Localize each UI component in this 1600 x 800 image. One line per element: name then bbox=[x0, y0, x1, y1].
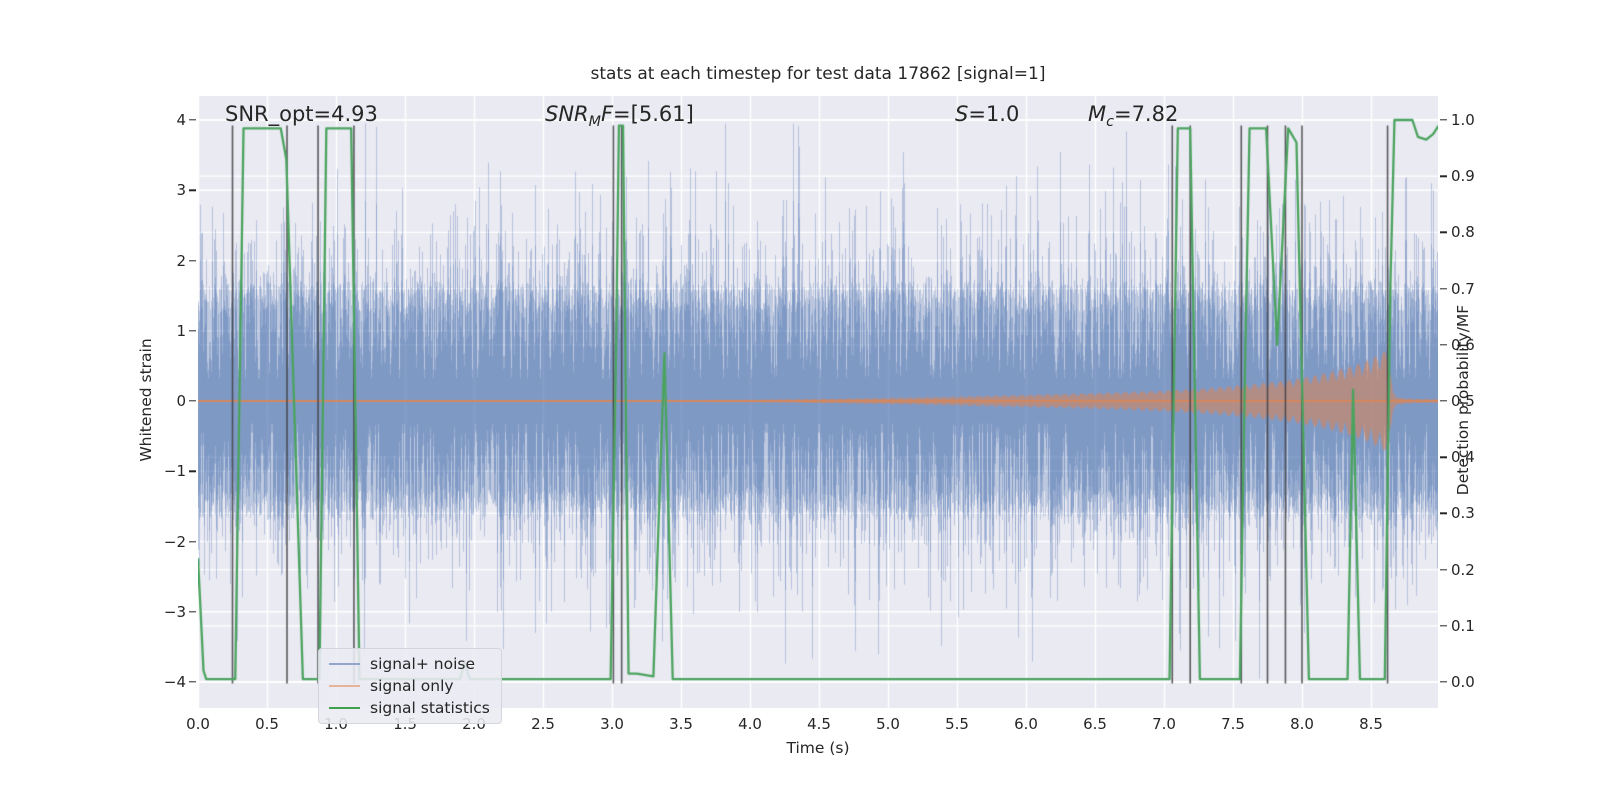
tick-mark bbox=[1440, 287, 1447, 290]
tick-mark bbox=[1440, 119, 1447, 121]
left-tick-label: −3 bbox=[163, 602, 186, 621]
right-tick-label: 0.5 bbox=[1451, 392, 1475, 410]
x-tick-label: 0.0 bbox=[186, 715, 210, 733]
annotation-snr-opt: SNR_opt=4.93 bbox=[225, 102, 378, 126]
left-axis-label: Whitened strain bbox=[137, 338, 155, 462]
legend: signal+ noise signal only signal statist… bbox=[318, 648, 502, 724]
annotation-snr-mf-mid: F bbox=[600, 102, 614, 126]
right-tick-label: 0.3 bbox=[1451, 504, 1475, 523]
tick-mark bbox=[189, 259, 196, 262]
annotation-s: S=1.0 bbox=[955, 102, 1019, 126]
left-tick-label: 1 bbox=[176, 321, 186, 340]
legend-item-signal-only: signal only bbox=[329, 676, 490, 695]
left-tick-label: 4 bbox=[176, 111, 186, 129]
x-tick-label: 7.5 bbox=[1221, 715, 1245, 733]
tick-mark bbox=[1440, 400, 1447, 402]
annotation-s-pre: S bbox=[955, 102, 969, 126]
tick-mark bbox=[189, 611, 196, 613]
x-tick-label: 5.0 bbox=[876, 715, 900, 733]
x-tick-label: 3.0 bbox=[600, 715, 624, 733]
x-tick-label: 3.5 bbox=[669, 715, 693, 733]
right-tick-label: 0.0 bbox=[1451, 673, 1475, 691]
plot-canvas bbox=[198, 96, 1438, 708]
x-axis-label: Time (s) bbox=[786, 739, 850, 757]
x-tick-label: 4.5 bbox=[807, 715, 831, 733]
annotation-snr-mf-sub: M bbox=[588, 114, 601, 131]
x-tick-label: 6.0 bbox=[1014, 715, 1038, 733]
left-tick-label: 2 bbox=[176, 251, 186, 270]
x-tick-label: 8.5 bbox=[1359, 715, 1383, 733]
legend-line-swatch-green bbox=[329, 706, 360, 709]
legend-line-swatch-blue bbox=[329, 662, 360, 665]
annotation-mc: Mc=7.82 bbox=[1088, 102, 1179, 129]
x-tick-label: 5.5 bbox=[945, 715, 969, 733]
right-tick-label: 0.9 bbox=[1451, 167, 1475, 186]
tick-mark bbox=[189, 681, 196, 683]
tick-mark bbox=[1440, 456, 1447, 458]
left-tick-label: 0 bbox=[176, 392, 186, 410]
legend-item-signal-statistics: signal statistics bbox=[329, 698, 490, 717]
x-tick-label: 7.0 bbox=[1152, 715, 1176, 733]
chart-title: stats at each timestep for test data 178… bbox=[590, 64, 1046, 84]
legend-label: signal only bbox=[370, 676, 454, 695]
tick-mark bbox=[1440, 568, 1447, 571]
x-tick-label: 2.5 bbox=[531, 715, 555, 733]
annotation-snr-mf: SNRMF=[5.61] bbox=[545, 102, 694, 129]
legend-label: signal+ noise bbox=[370, 654, 475, 673]
left-tick-label: 3 bbox=[176, 181, 186, 200]
x-tick-label: 0.5 bbox=[255, 715, 279, 733]
annotation-mc-pre: M bbox=[1088, 102, 1107, 126]
left-tick-label: −2 bbox=[163, 532, 186, 551]
annotation-mc-sub: c bbox=[1106, 114, 1114, 131]
annotation-snr-mf-pre: SNR bbox=[545, 102, 589, 126]
x-tick-label: 6.5 bbox=[1083, 715, 1107, 733]
tick-mark bbox=[1440, 681, 1447, 683]
legend-label: signal statistics bbox=[370, 698, 490, 717]
right-tick-label: 0.8 bbox=[1451, 223, 1475, 242]
right-tick-label: 0.4 bbox=[1451, 448, 1475, 467]
annotation-snr-opt-text: SNR_opt=4.93 bbox=[225, 102, 378, 126]
tick-mark bbox=[189, 400, 196, 402]
tick-mark bbox=[1440, 512, 1447, 515]
right-tick-label: 0.1 bbox=[1451, 616, 1475, 635]
tick-mark bbox=[189, 330, 196, 332]
tick-mark bbox=[1440, 625, 1447, 627]
tick-mark bbox=[1440, 231, 1447, 234]
annotation-mc-post: =7.82 bbox=[1113, 102, 1179, 126]
annotation-snr-mf-post: =[5.61] bbox=[613, 102, 694, 126]
legend-line-swatch-salmon bbox=[329, 684, 360, 687]
tick-mark bbox=[1440, 344, 1447, 346]
right-tick-label: 1.0 bbox=[1451, 111, 1475, 129]
left-tick-label: −4 bbox=[163, 673, 186, 691]
x-tick-label: 4.0 bbox=[738, 715, 762, 733]
right-tick-label: 0.7 bbox=[1451, 279, 1475, 298]
annotation-s-post: =1.0 bbox=[968, 102, 1020, 126]
tick-mark bbox=[189, 189, 196, 191]
tick-mark bbox=[1440, 175, 1447, 177]
right-tick-label: 0.2 bbox=[1451, 560, 1475, 579]
x-tick-label: 8.0 bbox=[1290, 715, 1314, 733]
tick-mark bbox=[189, 470, 196, 472]
right-tick-label: 0.6 bbox=[1451, 335, 1475, 354]
tick-mark bbox=[189, 540, 196, 543]
left-tick-label: −1 bbox=[163, 462, 186, 481]
legend-item-signal-noise: signal+ noise bbox=[329, 654, 490, 673]
tick-mark bbox=[189, 119, 196, 121]
